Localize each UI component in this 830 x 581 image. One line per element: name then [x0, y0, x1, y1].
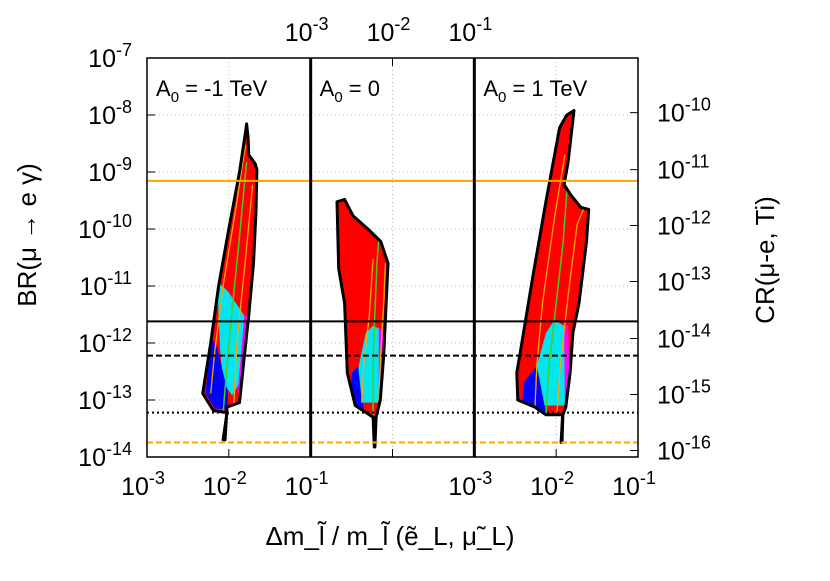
green-contour [222, 161, 248, 413]
orange-contour [233, 184, 254, 406]
panel-label-1: A0 = -1 TeV [156, 76, 268, 106]
tick-labels: 10-710-810-910-1010-1110-1210-1310-1410-… [78, 14, 711, 501]
cyan-region [358, 325, 382, 403]
region-panel-2 [335, 197, 390, 449]
orange-contour [534, 154, 566, 409]
magenta-region [564, 325, 570, 408]
panel-label-2: A0 = 0 [320, 76, 380, 106]
x-tick-label-bottom: 10-1 [612, 468, 656, 501]
y-axis-label-right: CR(μ-e, Ti) [750, 196, 780, 324]
green-contour [372, 228, 381, 418]
green-contour [545, 184, 569, 415]
y2-tick-label: 10-11 [657, 152, 710, 185]
orange-contour [361, 258, 374, 403]
orange-contour [378, 263, 387, 403]
panel-label-3: A0 = 1 TeV [483, 76, 587, 106]
x-tick-label-top: 10-1 [448, 14, 492, 47]
cyan-region [536, 320, 569, 406]
y-tick-label: 10-9 [88, 154, 132, 187]
region-outline [335, 197, 390, 449]
x-tick-label-top: 10-2 [367, 14, 411, 47]
plot-frame [146, 57, 639, 458]
y-tick-label: 10-7 [88, 40, 132, 73]
x-tick-label-bottom: 10-3 [448, 468, 492, 501]
y2-tick-label: 10-15 [657, 376, 711, 409]
y-tick-label: 10-11 [80, 268, 133, 301]
x-tick-label-bottom: 10-2 [530, 468, 574, 501]
y2-tick-label: 10-14 [657, 320, 711, 353]
region-panel-1 [201, 122, 259, 442]
cyan-region [217, 281, 245, 396]
x-axis-label-text: Δm_l̃ / m_l̃ (ẽ_L, μ̃_L) [265, 521, 514, 551]
region-outline [515, 109, 591, 444]
blue-region [521, 365, 546, 413]
y-axis-label-left: BR(μ → e γ) [12, 163, 42, 307]
y-tick-label: 10-8 [88, 97, 132, 130]
y2-tick-label: 10-13 [657, 263, 711, 296]
y2-tick-label: 10-12 [657, 208, 711, 241]
region-panel-3 [515, 109, 591, 444]
x-axis-label: Δm_l̃ / m_l̃ (ẽ_L, μ̃_L) [265, 521, 514, 551]
y-tick-label: 10-12 [78, 325, 132, 358]
y-tick-label: 10-13 [78, 382, 132, 415]
reference-lines [147, 179, 638, 444]
y-tick-label: 10-14 [78, 439, 132, 472]
region-outline [201, 122, 259, 442]
data-regions [201, 109, 591, 449]
orange-contour [210, 144, 247, 394]
x-tick-label-bottom: 10-3 [121, 468, 165, 501]
y2-tick-label: 10-10 [657, 95, 711, 128]
x-tick-label-bottom: 10-1 [285, 468, 329, 501]
orange-contour [556, 209, 584, 415]
x-tick-label-bottom: 10-2 [203, 468, 247, 501]
y-tick-label: 10-10 [78, 211, 132, 244]
y2-tick-label: 10-16 [657, 433, 711, 466]
x-tick-label-top: 10-3 [285, 14, 329, 47]
panel-labels: A0 = -1 TeV A0 = 0 A0 = 1 TeV [156, 76, 588, 106]
